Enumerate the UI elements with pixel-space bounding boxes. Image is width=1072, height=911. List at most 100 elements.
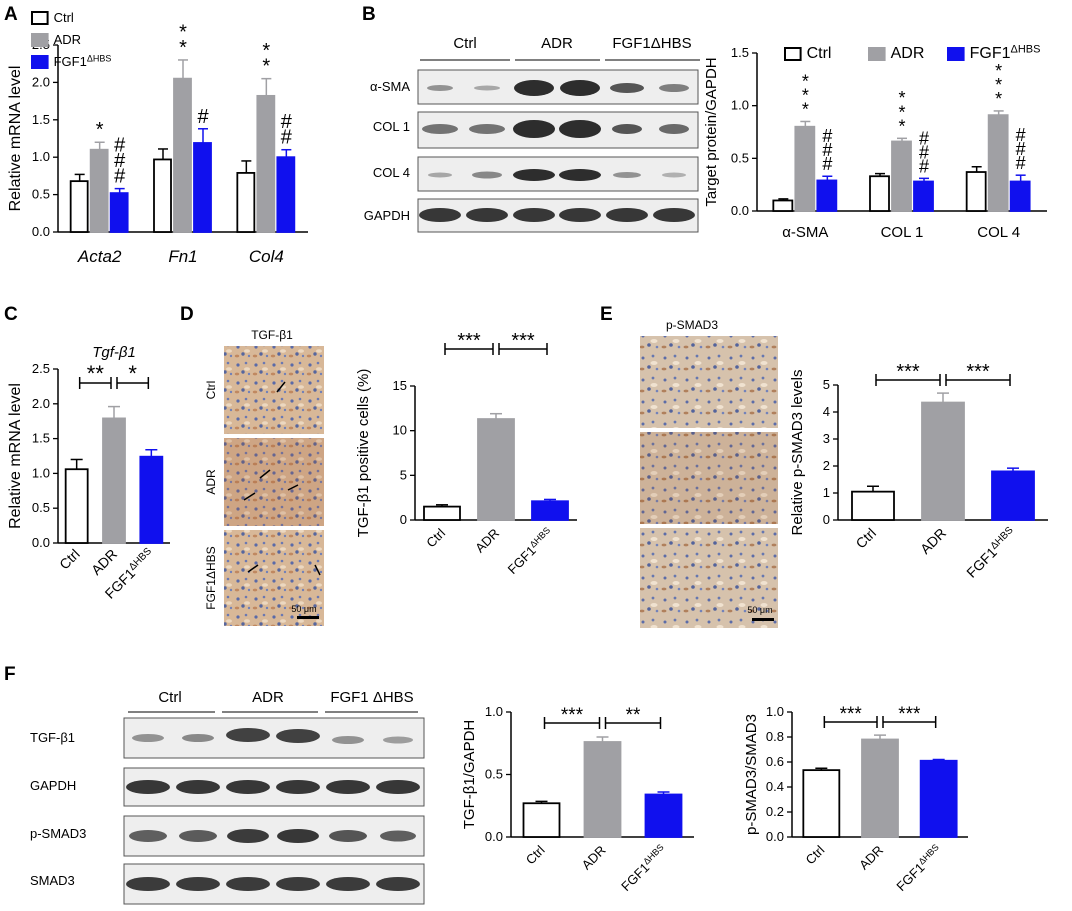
blot-f-group-ctrl: Ctrl <box>158 689 181 706</box>
scale-bar-label-e: 50 μm <box>747 605 772 615</box>
significance-mark: * <box>802 99 809 119</box>
band <box>227 829 269 843</box>
category-label: COL 1 <box>881 224 924 241</box>
panel-letter-b: B <box>362 4 376 25</box>
histology-e-adr-stain <box>640 432 778 524</box>
y-tick-label: 1.5 <box>32 431 50 446</box>
y-tick-label: 1.5 <box>32 112 50 127</box>
band <box>659 84 689 92</box>
band <box>612 124 642 134</box>
histology-d-ctrl-image <box>224 346 324 434</box>
category-label: Fn1 <box>168 247 197 266</box>
significance-mark: * <box>802 71 809 91</box>
bar <box>102 417 126 544</box>
band <box>276 877 320 891</box>
bar <box>583 741 622 838</box>
band <box>610 83 644 93</box>
y-tick-label: 0.5 <box>32 187 50 202</box>
band <box>126 780 170 794</box>
significance-mark: * <box>128 361 137 386</box>
significance-mark: # <box>114 166 126 188</box>
legend-label: Ctrl <box>807 45 832 62</box>
significance-mark: * <box>802 85 809 105</box>
band <box>132 734 164 742</box>
y-tick-label: 1.0 <box>731 98 749 113</box>
band <box>419 208 461 222</box>
y-tick-label: 3 <box>823 431 830 446</box>
band <box>332 736 364 744</box>
significance-mark: *** <box>966 361 990 383</box>
blot-b-group-ctrl: Ctrl <box>453 35 476 52</box>
y-tick-label: 2.0 <box>32 396 50 411</box>
bar <box>423 505 461 521</box>
bar <box>794 125 816 212</box>
significance-mark: # <box>1016 153 1026 173</box>
blot-f-strip-psmad3 <box>123 815 425 857</box>
band <box>559 169 601 181</box>
legend-swatch <box>784 47 802 61</box>
band <box>662 172 686 178</box>
significance-mark: # <box>1016 139 1026 159</box>
histology-e-ctrl-image <box>640 336 778 428</box>
bar <box>891 140 912 212</box>
band <box>472 171 502 179</box>
arrow <box>276 381 286 393</box>
bar <box>965 171 987 212</box>
bar <box>991 470 1035 521</box>
significance-mark: # <box>822 140 832 160</box>
legend-label: ADR <box>891 45 925 62</box>
tick-label: FGF1ΔHBS <box>963 525 1019 581</box>
band <box>606 208 648 222</box>
y-tick-label: 0.0 <box>32 224 50 239</box>
legend-swatch <box>868 47 886 61</box>
blot-f-label-gapdh: GAPDH <box>30 778 76 793</box>
band <box>469 124 505 134</box>
histology-d: TGF-β1 Ctrl ADR FGF1ΔHBS 50 μm <box>204 328 324 626</box>
bar <box>236 172 256 233</box>
band <box>226 877 270 891</box>
band <box>276 780 320 794</box>
blot-b-strip-col1 <box>417 111 699 149</box>
significance-mark: *** <box>511 330 535 352</box>
blot-b: Ctrl ADR FGF1ΔHBS α-SMA COL 1 COL 4 GAPD… <box>364 35 700 233</box>
band <box>376 780 420 794</box>
chart-b: 0.0 0.5 1.0 1.5 Target protein/GAPDH α-SMA COL… <box>703 43 1047 241</box>
bar <box>139 455 164 544</box>
bar <box>256 94 276 233</box>
band <box>513 120 555 138</box>
blot-f-strip-gapdh <box>123 767 425 807</box>
band <box>326 877 370 891</box>
histology-d-fgf1-image <box>224 530 324 626</box>
significance-mark: * <box>262 40 270 62</box>
significance-mark: * <box>179 37 187 59</box>
significance-mark: # <box>919 156 929 176</box>
significance-mark: * <box>898 88 905 108</box>
panel-letter-a: A <box>4 4 18 25</box>
band <box>513 208 555 222</box>
bar <box>851 490 895 521</box>
y-tick-label: 2.0 <box>32 74 50 89</box>
chart-e: 0 1 2 3 4 5 Relative p-SMAD3 levels Ctrl ADR FGF1… <box>789 361 1048 581</box>
histology-d-adr-image <box>224 438 324 526</box>
significance-mark: * <box>995 89 1002 109</box>
y-axis-label: Target protein/GAPDH <box>703 57 720 206</box>
tick-label: ADR <box>917 525 949 557</box>
legend-label: Ctrl <box>54 10 74 25</box>
tick-label: Ctrl <box>56 546 83 573</box>
band <box>380 830 416 842</box>
tick-label: Ctrl <box>803 842 828 867</box>
y-axis-label: Relative p-SMAD3 levels <box>789 370 806 536</box>
blot-b-strip-asma <box>417 69 699 105</box>
bar <box>644 793 683 838</box>
blot-b-label-col1: COL 1 <box>373 119 410 134</box>
band <box>474 85 500 91</box>
band <box>514 80 554 96</box>
histology-e-adr-image <box>640 432 778 524</box>
significance-mark: # <box>919 128 929 148</box>
arrow <box>287 484 299 491</box>
significance-mark: # <box>281 111 293 133</box>
y-tick-label: 1.0 <box>32 149 50 164</box>
